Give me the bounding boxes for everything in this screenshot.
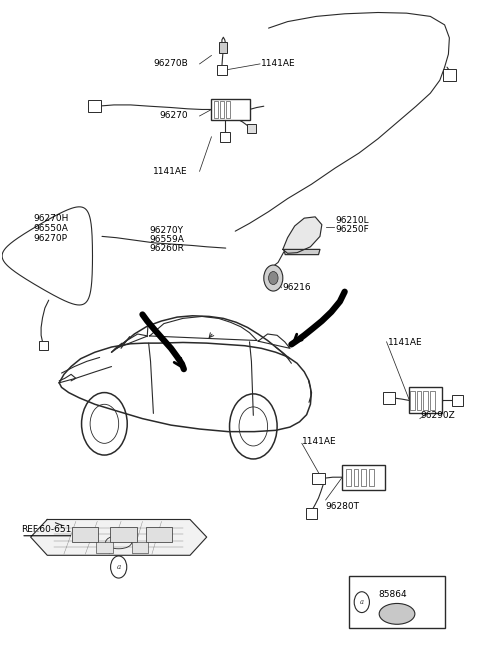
FancyBboxPatch shape — [443, 69, 456, 81]
Text: 96216: 96216 — [283, 284, 312, 292]
FancyBboxPatch shape — [212, 99, 250, 120]
Polygon shape — [31, 519, 207, 555]
FancyBboxPatch shape — [410, 391, 415, 409]
Text: 96559A: 96559A — [150, 235, 184, 244]
FancyBboxPatch shape — [219, 132, 230, 142]
FancyBboxPatch shape — [220, 102, 224, 118]
FancyBboxPatch shape — [72, 527, 98, 542]
FancyBboxPatch shape — [383, 392, 395, 403]
Circle shape — [268, 272, 278, 284]
Text: 1141AE: 1141AE — [262, 60, 296, 68]
Text: 85864: 85864 — [378, 590, 407, 599]
Text: 96270P: 96270P — [33, 234, 67, 243]
Text: 96270: 96270 — [159, 111, 188, 121]
FancyBboxPatch shape — [369, 469, 374, 485]
Circle shape — [264, 265, 283, 291]
Text: 96250F: 96250F — [335, 225, 369, 234]
FancyBboxPatch shape — [354, 469, 359, 485]
FancyBboxPatch shape — [349, 576, 444, 628]
FancyBboxPatch shape — [312, 473, 324, 484]
Text: 96260R: 96260R — [150, 244, 184, 253]
FancyBboxPatch shape — [430, 391, 434, 409]
Text: 96280T: 96280T — [325, 502, 360, 511]
FancyBboxPatch shape — [110, 527, 136, 542]
Text: REF.60-651: REF.60-651 — [21, 525, 72, 534]
Text: 96550A: 96550A — [33, 224, 68, 233]
FancyBboxPatch shape — [417, 391, 421, 409]
Text: 96210L: 96210L — [335, 215, 369, 225]
Text: 96270H: 96270H — [33, 214, 68, 223]
FancyBboxPatch shape — [226, 102, 229, 118]
FancyBboxPatch shape — [306, 508, 317, 519]
FancyBboxPatch shape — [132, 542, 148, 553]
FancyBboxPatch shape — [146, 527, 172, 542]
FancyBboxPatch shape — [342, 465, 385, 489]
FancyBboxPatch shape — [88, 100, 101, 112]
FancyBboxPatch shape — [218, 42, 227, 54]
FancyBboxPatch shape — [346, 469, 351, 485]
Text: 1141AE: 1141AE — [153, 167, 188, 176]
FancyBboxPatch shape — [409, 387, 442, 413]
Text: 1141AE: 1141AE — [387, 338, 422, 347]
Polygon shape — [284, 250, 320, 255]
Text: 96270B: 96270B — [153, 60, 188, 68]
Text: 96290Z: 96290Z — [421, 411, 456, 420]
FancyBboxPatch shape — [214, 102, 218, 118]
FancyBboxPatch shape — [361, 469, 366, 485]
FancyBboxPatch shape — [452, 395, 463, 405]
Text: a: a — [117, 563, 121, 571]
FancyBboxPatch shape — [247, 124, 256, 133]
FancyBboxPatch shape — [96, 542, 113, 553]
Polygon shape — [283, 217, 322, 253]
Text: 1141AE: 1141AE — [302, 437, 336, 446]
Text: 96270Y: 96270Y — [150, 226, 183, 235]
Text: a: a — [360, 598, 364, 606]
FancyBboxPatch shape — [216, 65, 227, 75]
FancyBboxPatch shape — [423, 391, 428, 409]
Ellipse shape — [379, 603, 415, 624]
FancyBboxPatch shape — [39, 341, 48, 350]
